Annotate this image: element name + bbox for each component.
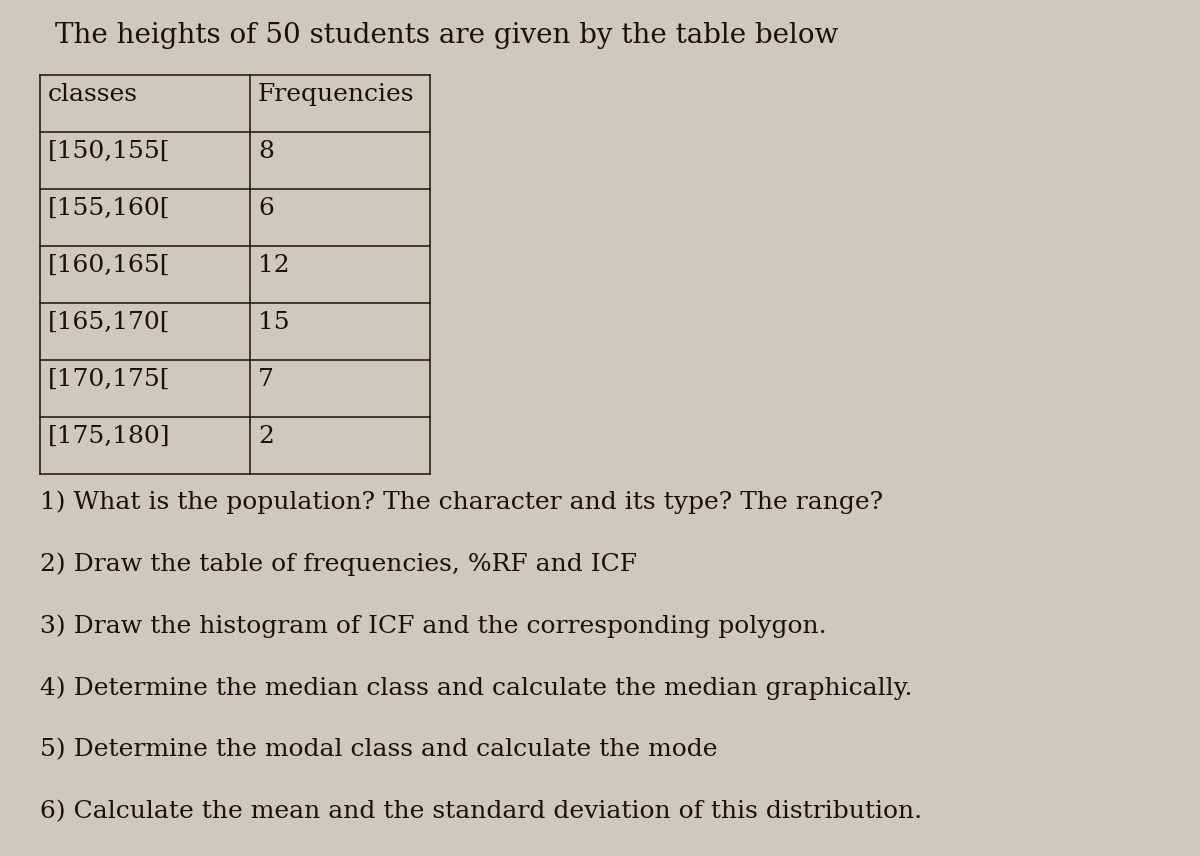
Text: 6) Calculate the mean and the standard deviation of this distribution.: 6) Calculate the mean and the standard d…: [40, 800, 922, 823]
Text: 1) What is the population? The character and its type? The range?: 1) What is the population? The character…: [40, 490, 883, 514]
Text: 4) Determine the median class and calculate the median graphically.: 4) Determine the median class and calcul…: [40, 676, 912, 699]
Text: Frequencies: Frequencies: [258, 83, 414, 106]
Text: [175,180]: [175,180]: [48, 425, 170, 448]
Text: [160,165[: [160,165[: [48, 254, 170, 277]
Text: classes: classes: [48, 83, 138, 106]
Text: [150,155[: [150,155[: [48, 140, 170, 163]
Text: [155,160[: [155,160[: [48, 197, 170, 220]
Text: 7: 7: [258, 368, 274, 391]
Text: 2: 2: [258, 425, 274, 448]
Text: [170,175[: [170,175[: [48, 368, 170, 391]
Text: 15: 15: [258, 311, 289, 334]
Text: 6: 6: [258, 197, 274, 220]
Text: 3) Draw the histogram of ICF and the corresponding polygon.: 3) Draw the histogram of ICF and the cor…: [40, 614, 827, 638]
Text: The heights of 50 students are given by the table below: The heights of 50 students are given by …: [55, 22, 839, 49]
Text: 5) Determine the modal class and calculate the mode: 5) Determine the modal class and calcula…: [40, 738, 718, 761]
Text: 2) Draw the table of frequencies, %RF and ICF: 2) Draw the table of frequencies, %RF an…: [40, 552, 637, 575]
Text: [165,170[: [165,170[: [48, 311, 170, 334]
Text: 12: 12: [258, 254, 289, 277]
Text: 8: 8: [258, 140, 274, 163]
